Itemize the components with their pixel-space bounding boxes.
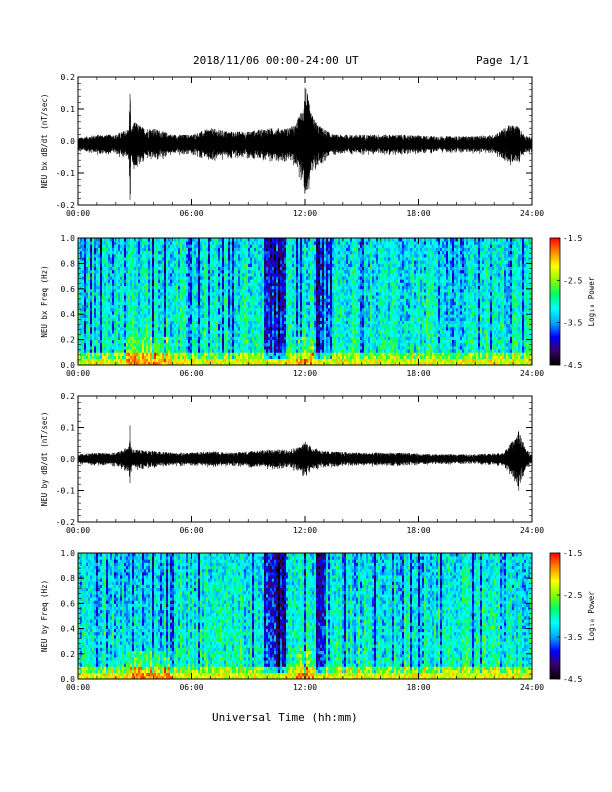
- page-indicator: Page 1/1: [476, 54, 529, 67]
- y-tick-label: -0.1: [56, 487, 75, 496]
- x-tick-label: 00:00: [66, 526, 90, 535]
- y-tick-label: 0.0: [61, 361, 76, 370]
- y-tick-label: 0.4: [61, 625, 76, 634]
- y-axis-label: NEU by dB/dt (nT/sec): [40, 412, 49, 507]
- y-tick-label: 0.6: [61, 599, 76, 608]
- colorbar-label: Log₁₀ Power: [587, 591, 596, 641]
- plot-title: 2018/11/06 00:00-24:00 UT: [193, 54, 359, 67]
- y-tick-label: 0.2: [61, 73, 76, 82]
- colorbar-tick-label: -3.5: [563, 633, 582, 642]
- colorbar-tick-label: -2.5: [563, 276, 582, 285]
- x-tick-label: 24:00: [520, 526, 544, 535]
- y-tick-label: 0.2: [61, 336, 76, 345]
- y-tick-label: 0.6: [61, 285, 76, 294]
- colorbar-tick-label: -3.5: [563, 319, 582, 328]
- colorbar-tick-label: -2.5: [563, 591, 582, 600]
- x-tick-label: 12:00: [293, 209, 317, 218]
- colorbar-label: Log₁₀ Power: [587, 276, 596, 326]
- x-tick-label: 18:00: [406, 209, 430, 218]
- y-tick-label: -0.2: [56, 201, 75, 210]
- colorbar-tick-label: -4.5: [563, 675, 582, 684]
- x-tick-label: 24:00: [520, 683, 544, 692]
- colorbar-3: [549, 552, 561, 680]
- x-tick-label: 12:00: [293, 369, 317, 378]
- signal-trace-2: [77, 425, 533, 491]
- y-tick-label: 0.1: [61, 424, 76, 433]
- x-tick-label: 18:00: [406, 683, 430, 692]
- x-tick-label: 06:00: [179, 526, 203, 535]
- y-tick-label: 1.0: [61, 234, 76, 243]
- y-tick-label: -0.1: [56, 169, 75, 178]
- spectrogram-image-1: [78, 238, 533, 366]
- colorbar-tick-label: -1.5: [563, 549, 582, 558]
- y-tick-label: 0.4: [61, 310, 76, 319]
- y-axis-label: NEU bx dB/dt (nT/sec): [40, 94, 49, 189]
- x-tick-label: 18:00: [406, 369, 430, 378]
- y-axis-label: NEU by Freq (Hz): [40, 580, 49, 652]
- x-tick-label: 00:00: [66, 369, 90, 378]
- x-tick-label: 00:00: [66, 683, 90, 692]
- y-tick-label: 0.8: [61, 574, 76, 583]
- x-tick-label: 24:00: [520, 209, 544, 218]
- y-tick-label: 0.1: [61, 105, 76, 114]
- y-tick-label: 0.2: [61, 650, 76, 659]
- x-axis-title: Universal Time (hh:mm): [212, 711, 358, 724]
- x-tick-label: 06:00: [179, 683, 203, 692]
- signal-trace-0: [77, 87, 533, 200]
- y-tick-label: 0.0: [61, 675, 76, 684]
- y-tick-label: 0.2: [61, 392, 76, 401]
- y-tick-label: 0.0: [61, 137, 76, 146]
- colorbar-tick-label: -1.5: [563, 234, 582, 243]
- y-tick-label: 0.0: [61, 455, 76, 464]
- colorbar-1: [549, 237, 561, 366]
- spectrogram-image-3: [78, 553, 533, 680]
- x-tick-label: 00:00: [66, 209, 90, 218]
- x-tick-label: 06:00: [179, 369, 203, 378]
- x-tick-label: 06:00: [179, 209, 203, 218]
- x-tick-label: 24:00: [520, 369, 544, 378]
- y-axis-label: NEU bx Freq (Hz): [40, 265, 49, 337]
- x-tick-label: 12:00: [293, 526, 317, 535]
- y-tick-label: 1.0: [61, 549, 76, 558]
- y-tick-label: 0.8: [61, 259, 76, 268]
- x-tick-label: 18:00: [406, 526, 430, 535]
- y-tick-label: -0.2: [56, 518, 75, 527]
- colorbar-tick-label: -4.5: [563, 361, 582, 370]
- x-tick-label: 12:00: [293, 683, 317, 692]
